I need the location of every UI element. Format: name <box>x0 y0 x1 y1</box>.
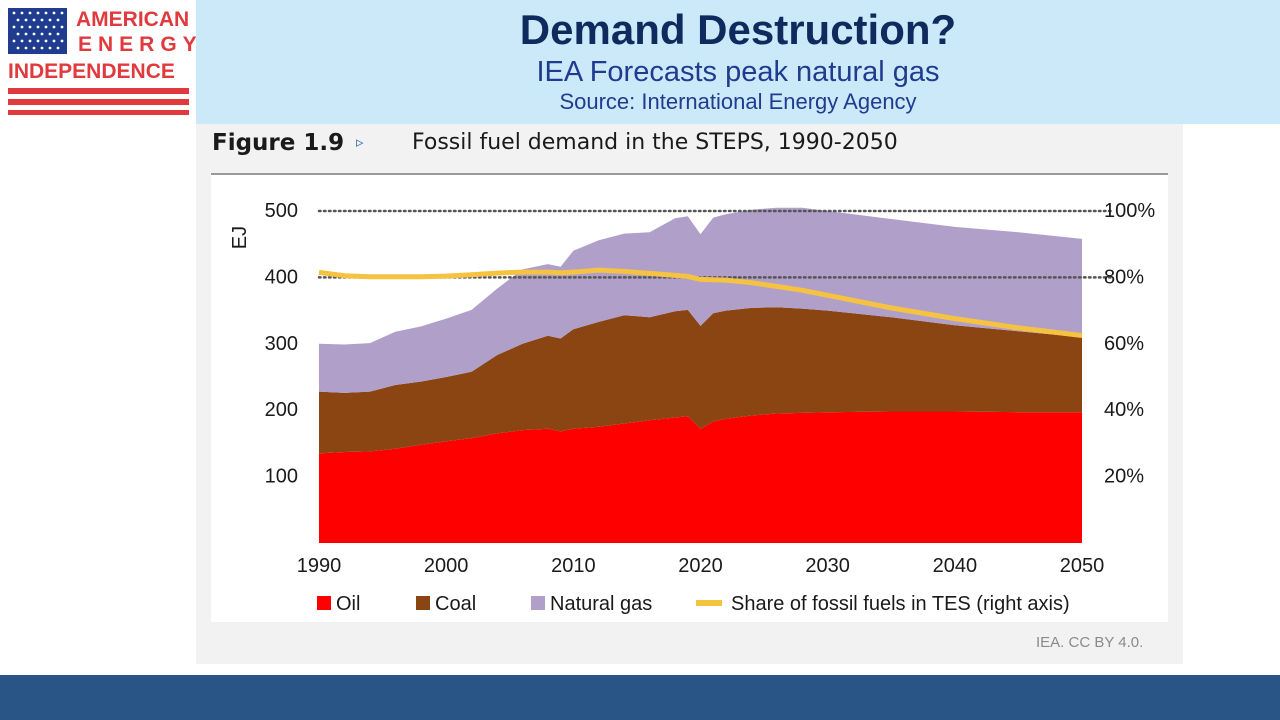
x-tick-label: 2000 <box>424 555 469 577</box>
brand-logo: AMERICAN ENERGY INDEPENDENCE <box>0 0 197 124</box>
slide-title: Demand Destruction? <box>519 6 957 53</box>
natural-gas-area <box>319 207 1082 393</box>
logo-text-line1: AMERICAN <box>76 8 189 31</box>
y2-tick-label: 60% <box>1104 333 1144 355</box>
x-tick-label: 2020 <box>678 555 723 577</box>
y-tick-label: 500 <box>265 200 298 222</box>
legend-label: Oil <box>336 593 360 615</box>
legend-oil: Oil <box>317 593 360 615</box>
legend-coal: Coal <box>416 593 476 615</box>
x-tick-label: 1990 <box>297 555 342 577</box>
logo-stripe-top <box>8 88 189 94</box>
logo-graphic: AMERICAN ENERGY INDEPENDENCE <box>8 8 197 115</box>
logo-text-line3: INDEPENDENCE <box>8 60 175 83</box>
legend-share: Share of fossil fuels in TES (right axis… <box>696 593 1070 615</box>
legend-label: Share of fossil fuels in TES (right axis… <box>731 593 1070 615</box>
legend-swatch <box>531 596 545 610</box>
logo-flag-stars <box>12 11 64 50</box>
license-credit: IEA. CC BY 4.0. <box>1036 634 1144 651</box>
footer-bar <box>0 675 1280 720</box>
chart-legend: Oil Coal Natural gas Share of fossil fuels … <box>317 593 1070 615</box>
coal-area <box>319 307 1082 454</box>
x-tick-label: 2050 <box>1060 555 1105 577</box>
y-tick-label: 400 <box>265 266 298 288</box>
y-axis-unit-label: EJ <box>229 226 251 249</box>
logo-stripe-bottom <box>8 110 189 115</box>
legend-swatch <box>416 596 430 610</box>
x-tick-label: 2040 <box>933 555 978 577</box>
slide-subtitle: IEA Forecasts peak natural gas <box>536 56 940 88</box>
logo-text-line2: ENERGY <box>78 33 196 56</box>
legend-swatch <box>696 600 722 606</box>
y-tick-label: 200 <box>265 399 298 421</box>
figure-label: Figure 1.9 <box>212 130 345 156</box>
slide-header: Demand Destruction? IEA Forecasts peak n… <box>196 0 1280 124</box>
axis-labels: EJ 100 200 300 400 500 20% 40% 60% 80% 100% 1990 200… <box>229 200 1155 577</box>
legend-label: Coal <box>435 593 476 615</box>
logo-stripe-middle <box>8 99 189 105</box>
y2-tick-label: 40% <box>1104 399 1144 421</box>
legend-natural-gas: Natural gas <box>531 593 652 615</box>
figure-title: Fossil fuel demand in the STEPS, 1990-20… <box>412 130 898 155</box>
y-tick-label: 300 <box>265 333 298 355</box>
y2-tick-label: 100% <box>1104 200 1155 222</box>
y2-tick-label: 80% <box>1104 266 1144 288</box>
logo-flag-field <box>8 8 67 54</box>
figure-arrow-icon: ▹ <box>356 134 364 151</box>
area-layer <box>319 207 1082 543</box>
y2-tick-label: 20% <box>1104 466 1144 488</box>
legend-swatch <box>317 596 331 610</box>
oil-area <box>319 411 1082 543</box>
x-tick-label: 2010 <box>551 555 596 577</box>
x-tick-label: 2030 <box>805 555 850 577</box>
y-tick-label: 100 <box>265 466 298 488</box>
slide-source: Source: International Energy Agency <box>559 89 917 114</box>
share-line-layer <box>318 267 1083 338</box>
legend-label: Natural gas <box>550 593 652 615</box>
share-fossil-fuels-line <box>318 267 1083 338</box>
